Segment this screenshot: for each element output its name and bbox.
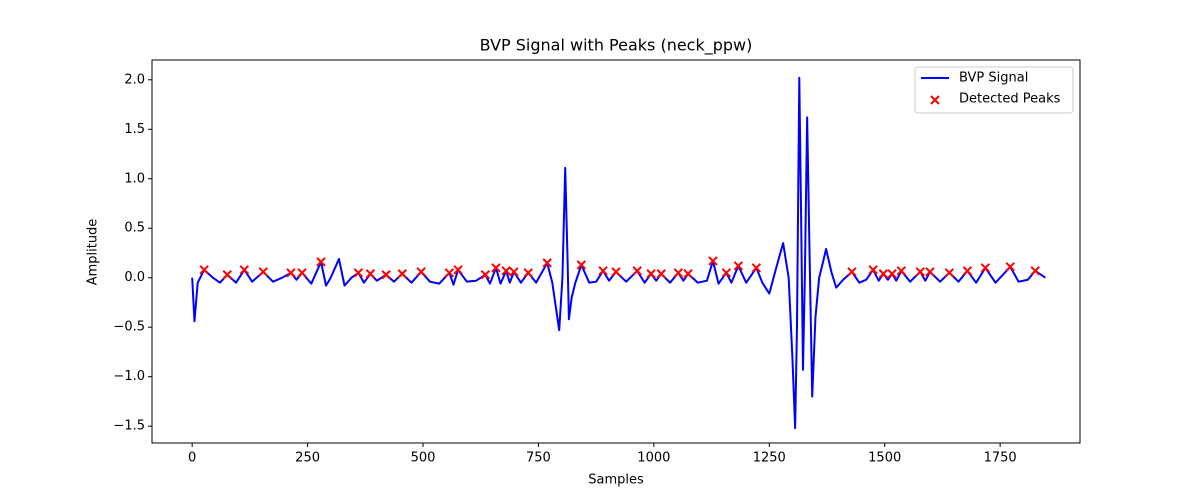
- peak-marker: [847, 267, 857, 277]
- peak-marker: [944, 268, 955, 278]
- peak-marker: [611, 267, 621, 277]
- x-tick-label: 250: [295, 451, 320, 466]
- peak-marker: [1030, 266, 1040, 276]
- peak-marker: [683, 269, 693, 279]
- x-tick-label: 1250: [753, 451, 786, 466]
- peak-marker: [491, 263, 501, 273]
- peak-marker: [751, 263, 762, 273]
- peak-marker: [708, 256, 718, 266]
- peak-marker: [930, 95, 940, 105]
- peak-marker: [286, 268, 296, 278]
- peak-marker: [878, 269, 889, 279]
- peak-marker: [453, 265, 463, 275]
- peak-marker: [365, 269, 376, 279]
- y-tick-label: −1.5: [113, 419, 145, 434]
- peak-marker: [576, 260, 587, 270]
- peak-marker: [397, 269, 407, 279]
- y-tick-label: 1.0: [124, 171, 145, 186]
- peak-marker: [480, 270, 491, 280]
- peak-marker: [444, 268, 455, 278]
- peak-marker: [868, 265, 878, 275]
- legend-box: [914, 66, 1074, 114]
- y-tick-label: 2.0: [124, 72, 145, 87]
- y-tick-label: −1.0: [113, 369, 145, 384]
- peak-marker: [501, 266, 511, 276]
- peak-marker: [721, 268, 732, 278]
- peak-marker: [199, 265, 209, 275]
- peak-marker: [980, 263, 991, 273]
- plot-frame: [151, 59, 1081, 444]
- peak-marker: [598, 266, 608, 276]
- chart-title: BVP Signal with Peaks (neck_ppw): [480, 36, 753, 56]
- legend-label: BVP Signal: [959, 71, 1028, 86]
- peak-marker: [1005, 262, 1015, 272]
- peak-marker: [523, 268, 533, 278]
- x-tick-label: 1750: [984, 451, 1017, 466]
- peak-marker: [542, 258, 552, 268]
- y-tick-label: 0.5: [124, 221, 145, 236]
- y-tick-label: 1.5: [124, 122, 145, 137]
- peak-marker: [222, 270, 232, 280]
- y-tick-label: 0.0: [124, 270, 145, 285]
- peak-marker: [381, 270, 391, 280]
- peak-marker: [656, 269, 666, 279]
- peak-marker: [297, 268, 307, 278]
- peak-marker: [925, 267, 935, 277]
- x-axis-label: Samples: [588, 473, 644, 488]
- peak-marker: [509, 267, 519, 277]
- y-axis-label: Amplitude: [86, 219, 101, 286]
- peak-marker: [733, 261, 744, 271]
- peak-marker: [416, 267, 426, 277]
- x-tick-label: 750: [526, 451, 551, 466]
- x-tick-label: 1500: [868, 451, 901, 466]
- peak-marker: [915, 267, 925, 277]
- peak-marker: [258, 267, 268, 277]
- peak-marker: [646, 269, 656, 279]
- legend-label: Detected Peaks: [959, 92, 1061, 107]
- peak-marker: [887, 269, 897, 279]
- peak-marker: [896, 266, 907, 276]
- y-tick-label: −0.5: [113, 320, 145, 335]
- peak-marker: [962, 266, 973, 276]
- peak-marker: [239, 265, 250, 275]
- x-tick-label: 1000: [637, 451, 670, 466]
- peak-marker: [632, 266, 642, 276]
- peak-marker: [316, 257, 326, 267]
- x-tick-label: 0: [188, 451, 196, 466]
- peak-marker: [353, 268, 364, 278]
- peak-marker: [673, 268, 684, 278]
- x-tick-label: 500: [411, 451, 436, 466]
